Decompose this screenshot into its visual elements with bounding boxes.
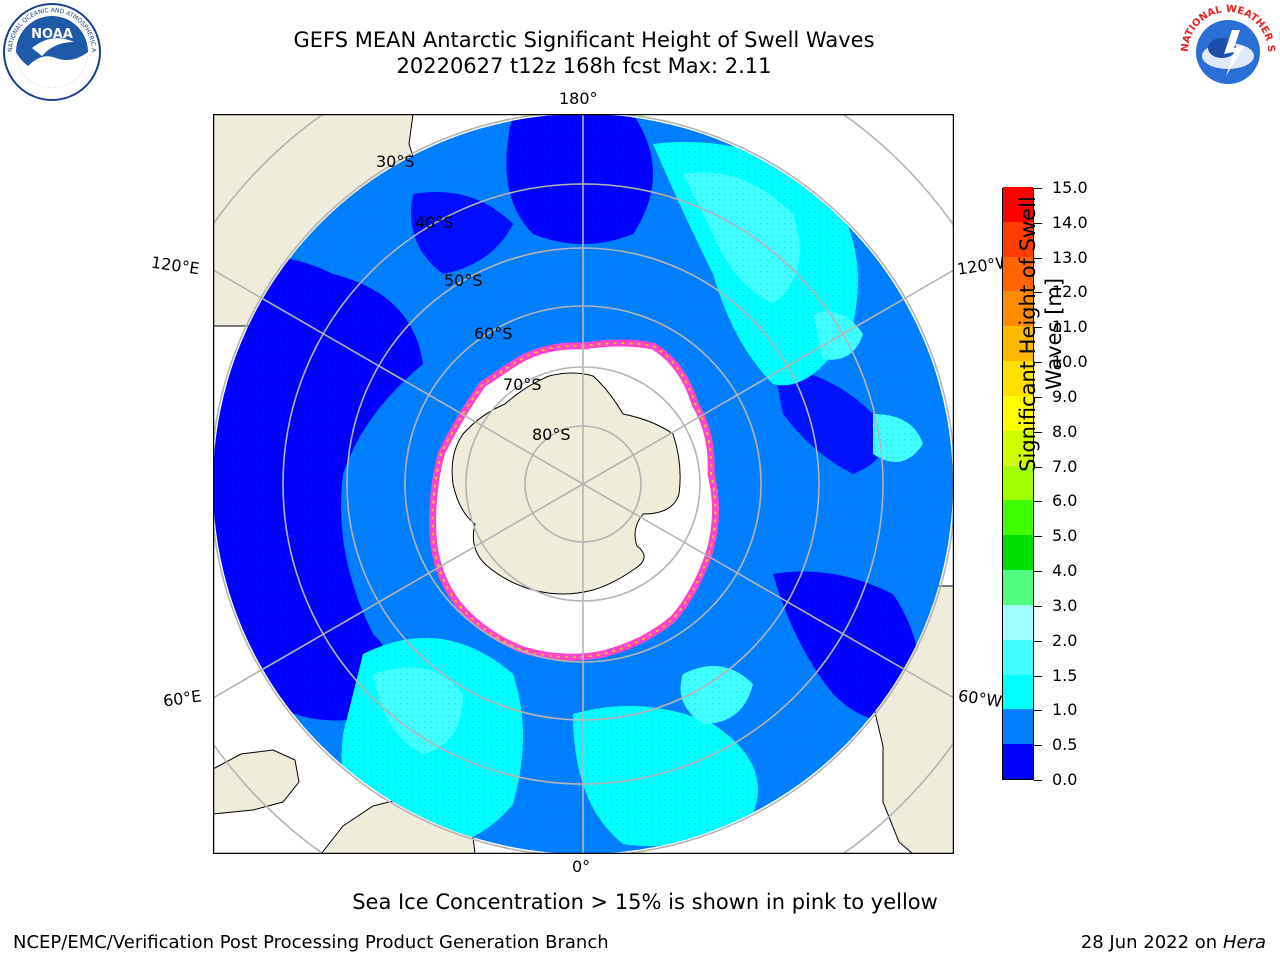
colorbar-title: Significant Height of Swell Waves [m]: [1015, 184, 1067, 484]
lat-label-50s: 50°S: [444, 271, 483, 290]
colorbar-tick: [1034, 710, 1042, 712]
colorbar: [1002, 186, 1034, 780]
colorbar-segment: [1003, 430, 1033, 466]
lat-label-80s: 80°S: [532, 425, 571, 444]
colorbar-tick-label: 9.0: [1052, 386, 1078, 406]
lon-label-0: 0°: [572, 857, 591, 876]
chart-title: GEFS MEAN Antarctic Significant Height o…: [293, 28, 875, 52]
noaa-logo-text: NOAA: [31, 27, 73, 42]
colorbar-segment: [1003, 604, 1033, 640]
noaa-logo: NOAA NATIONAL OCEANIC AND ATMOSPHERIC AD…: [2, 2, 101, 101]
lon-label-60w: 60°W: [956, 686, 1004, 711]
colorbar-tick: [1034, 745, 1042, 747]
colorbar-tick-label: 10.0: [1052, 352, 1088, 372]
colorbar-tick: [1034, 292, 1042, 294]
colorbar-tick: [1034, 780, 1042, 781]
colorbar-tick: [1034, 222, 1042, 224]
lon-label-60e: 60°E: [161, 686, 203, 711]
lat-label-70s: 70°S: [503, 375, 542, 394]
colorbar-tick: [1034, 396, 1042, 398]
colorbar-segment: [1003, 360, 1033, 396]
colorbar-tick: [1034, 466, 1042, 468]
colorbar-tick-label: 8.0: [1052, 421, 1078, 441]
colorbar-tick-label: 14.0: [1052, 212, 1088, 232]
colorbar-tick: [1034, 675, 1042, 677]
colorbar-tick-label: 6.0: [1052, 491, 1078, 511]
colorbar-tick: [1034, 188, 1042, 189]
colorbar-title-line1: Significant Height of Swell: [1016, 196, 1040, 472]
colorbar-tick-label: 5.0: [1052, 526, 1078, 546]
lat-label-40s: 40°S: [415, 213, 454, 232]
colorbar-tick-label: 2.0: [1052, 630, 1078, 650]
chart-subtitle: 20220627 t12z 168h fcst Max: 2.11: [396, 54, 772, 78]
colorbar-tick: [1034, 362, 1042, 364]
colorbar-segment: [1003, 465, 1033, 501]
colorbar-tick: [1034, 640, 1042, 642]
colorbar-segment: [1003, 256, 1033, 292]
colorbar-tick: [1034, 257, 1042, 259]
colorbar-tick: [1034, 431, 1042, 433]
sea-ice-note-text: Sea Ice Concentration > 15% is shown in …: [352, 890, 938, 914]
antarctica: [451, 372, 681, 595]
colorbar-segment: [1003, 325, 1033, 362]
colorbar-segment: [1003, 639, 1033, 675]
lon-label-120e: 120°E: [149, 252, 201, 279]
colorbar-tick-label: 12.0: [1052, 282, 1088, 302]
colorbar-segment: [1003, 290, 1033, 327]
graticule: [213, 114, 954, 854]
map-border: [213, 114, 954, 854]
polar-map: [213, 114, 954, 854]
footer-date-text: 28 Jun 2022 on: [1080, 932, 1218, 953]
colorbar-segment: [1003, 395, 1033, 431]
colorbar-tick-label: 0.0: [1052, 770, 1078, 789]
colorbar-tick-label: 0.5: [1052, 735, 1078, 755]
colorbar-segment: [1003, 186, 1033, 222]
colorbar-tick-label: 15.0: [1052, 178, 1088, 197]
colorbar-tick: [1034, 501, 1042, 503]
colorbar-segment: [1003, 499, 1033, 536]
nws-logo: NATIONAL WEATHER SERVICE: [1178, 2, 1276, 100]
colorbar-segment: [1003, 743, 1033, 779]
footer-host: Hera: [1222, 932, 1266, 953]
colorbar-tick: [1034, 536, 1042, 538]
colorbar-title-line2: Waves [m]: [1042, 277, 1066, 391]
colorbar-segment: [1003, 221, 1033, 257]
colorbar-tick-label: 11.0: [1052, 317, 1088, 337]
colorbar-segment: [1003, 569, 1033, 605]
colorbar-segment: [1003, 534, 1033, 571]
footer-credit: NCEP/EMC/Verification Post Processing Pr…: [13, 932, 609, 953]
colorbar-tick-label: 1.5: [1052, 665, 1078, 685]
colorbar-tick: [1034, 327, 1042, 329]
sea-ice-note: Sea Ice Concentration > 15% is shown in …: [0, 890, 1280, 914]
colorbar-tick: [1034, 605, 1042, 607]
colorbar-tick-label: 7.0: [1052, 456, 1078, 476]
colorbar-tick-label: 13.0: [1052, 247, 1088, 267]
colorbar-tick-label: 1.0: [1052, 700, 1078, 720]
colorbar-tick-label: 4.0: [1052, 561, 1078, 581]
colorbar-segment: [1003, 674, 1033, 710]
footer-date: 28 Jun 2022 on Hera: [1081, 932, 1266, 953]
colorbar-tick: [1034, 571, 1042, 573]
lat-label-30s: 30°S: [376, 152, 415, 171]
lon-label-180: 180°: [559, 89, 598, 108]
lat-label-60s: 60°S: [474, 324, 513, 343]
colorbar-tick-label: 3.0: [1052, 595, 1078, 615]
colorbar-segment: [1003, 708, 1033, 745]
